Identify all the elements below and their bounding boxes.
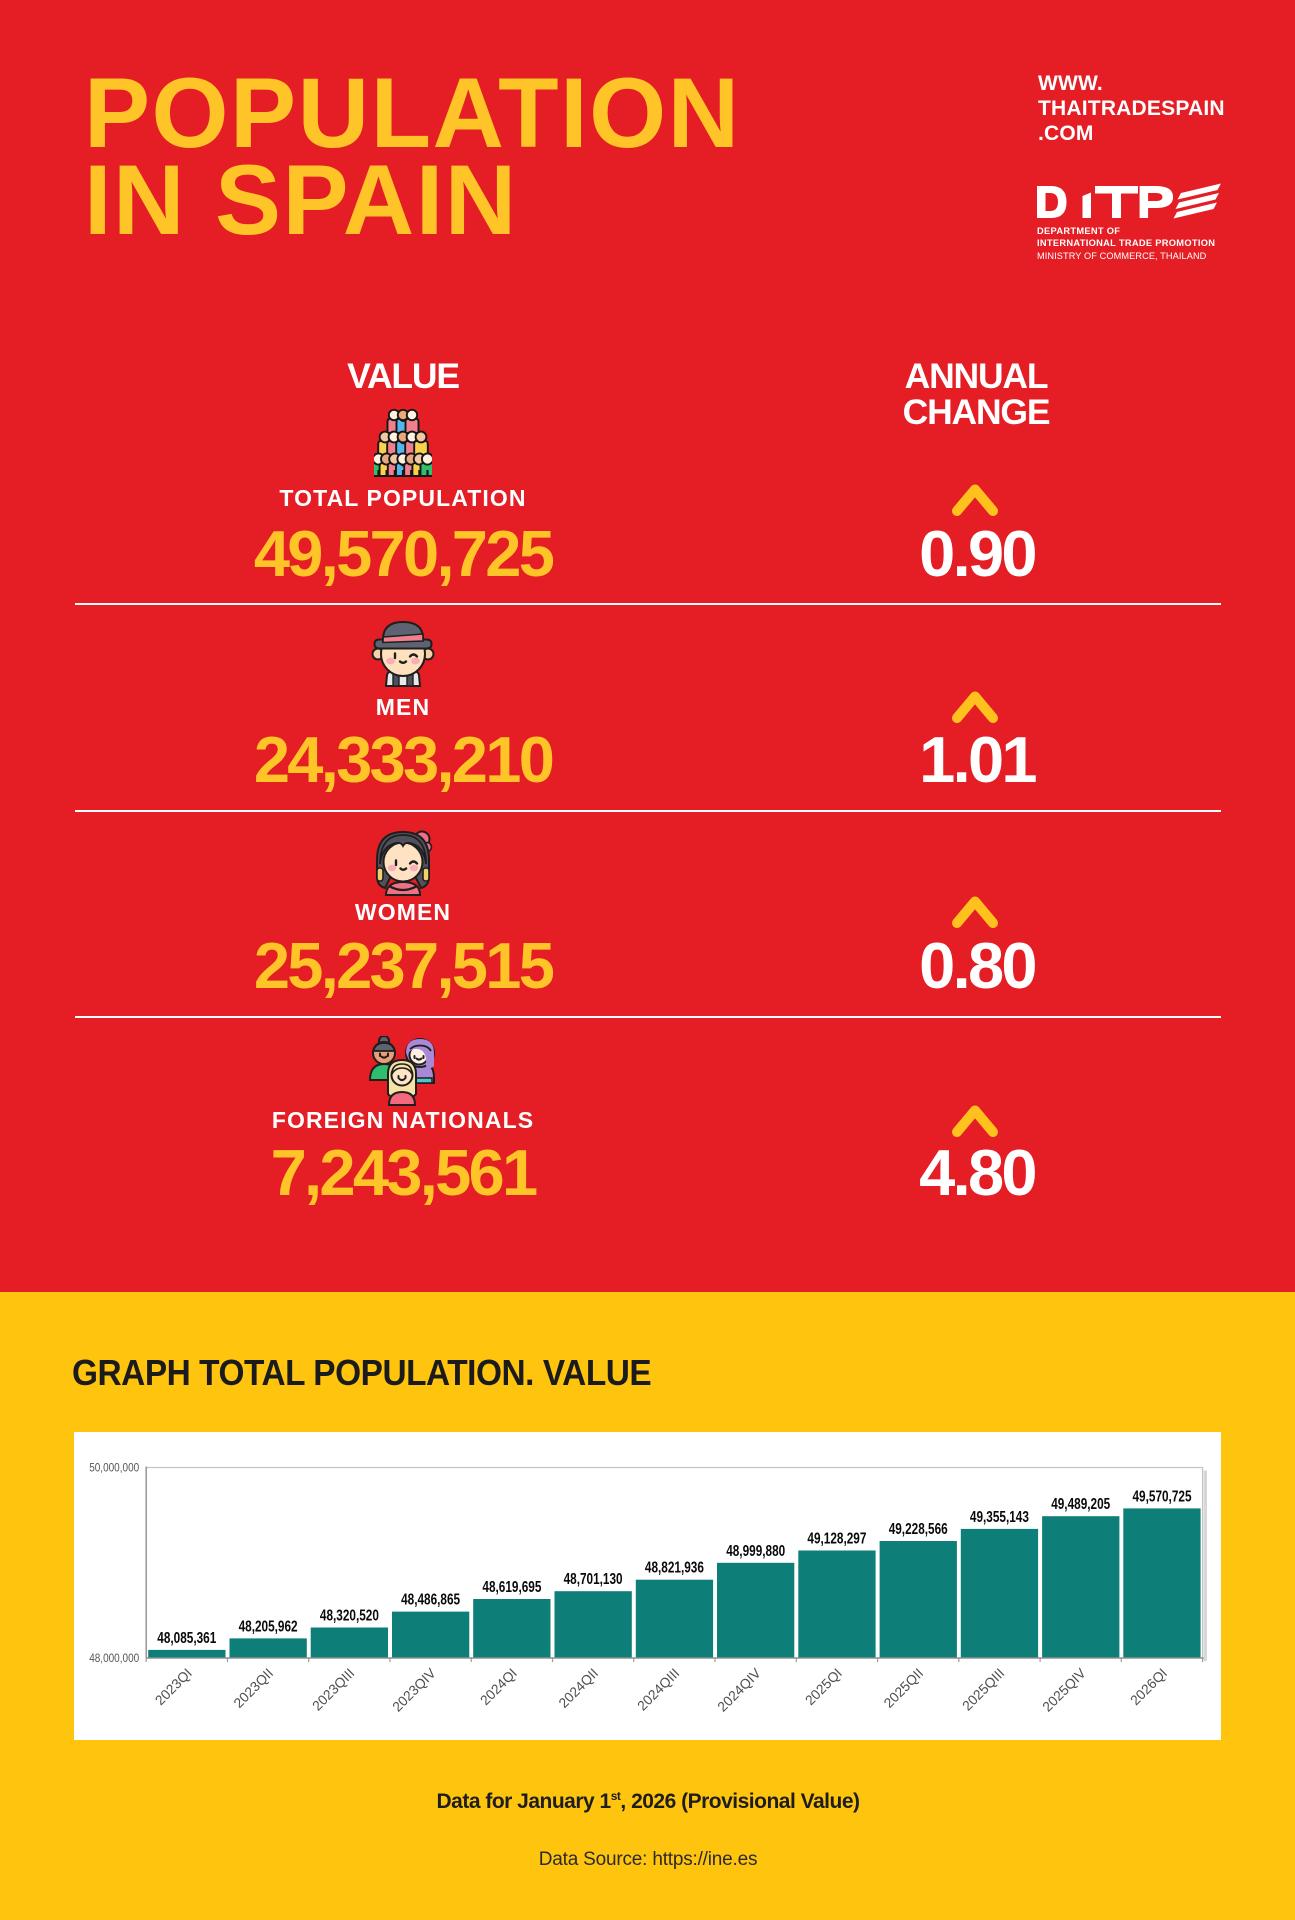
svg-text:49,355,143: 49,355,143 [970, 1509, 1029, 1526]
svg-text:2025QIII: 2025QIII [959, 1666, 1007, 1714]
svg-text:49,570,725: 49,570,725 [1133, 1488, 1192, 1505]
svg-text:48,205,962: 48,205,962 [239, 1618, 298, 1635]
svg-text:2025QI: 2025QI [802, 1666, 845, 1709]
svg-text:48,320,520: 48,320,520 [320, 1608, 379, 1625]
svg-text:50,000,000: 50,000,000 [89, 1463, 139, 1475]
svg-text:2024QI: 2024QI [477, 1666, 520, 1709]
svg-text:2023QII: 2023QII [231, 1666, 276, 1711]
svg-text:2024QII: 2024QII [556, 1666, 601, 1711]
svg-text:49,489,205: 49,489,205 [1051, 1496, 1110, 1513]
svg-text:2023QI: 2023QI [152, 1666, 195, 1709]
svg-text:48,821,936: 48,821,936 [645, 1560, 704, 1577]
svg-text:2024QIV: 2024QIV [715, 1665, 765, 1715]
svg-text:49,228,566: 49,228,566 [889, 1521, 948, 1538]
svg-text:48,701,130: 48,701,130 [564, 1571, 623, 1588]
svg-text:48,000,000: 48,000,000 [89, 1653, 139, 1665]
svg-text:48,486,865: 48,486,865 [401, 1592, 460, 1609]
svg-text:2024QIII: 2024QIII [634, 1666, 682, 1714]
svg-text:49,128,297: 49,128,297 [807, 1531, 866, 1548]
svg-text:48,999,880: 48,999,880 [726, 1543, 785, 1560]
svg-text:2025QII: 2025QII [881, 1666, 926, 1711]
svg-text:2026QI: 2026QI [1128, 1666, 1171, 1709]
svg-text:2023QIII: 2023QIII [309, 1666, 357, 1714]
svg-text:2023QIV: 2023QIV [390, 1665, 440, 1715]
svg-text:48,619,695: 48,619,695 [482, 1579, 541, 1596]
svg-text:48,085,361: 48,085,361 [157, 1630, 216, 1647]
svg-text:2025QIV: 2025QIV [1040, 1665, 1090, 1715]
